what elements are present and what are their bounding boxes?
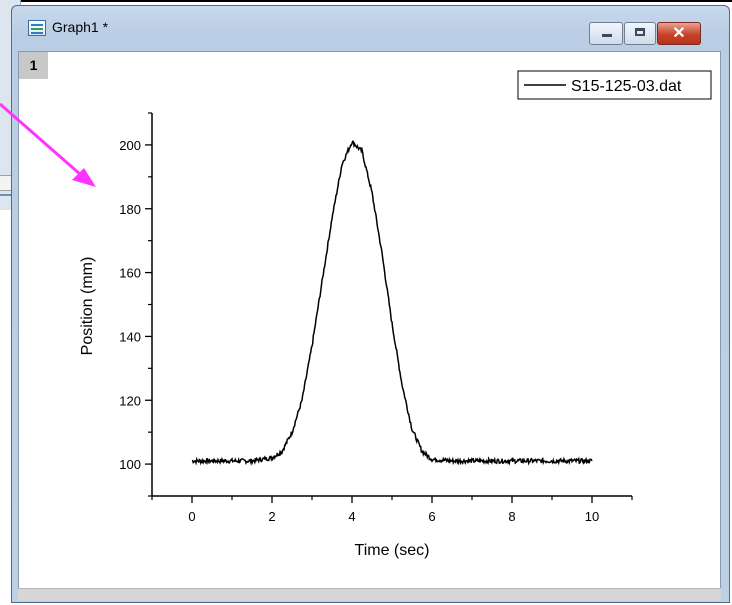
window-title: Graph1 * [52, 19, 109, 35]
axes [151, 113, 632, 497]
x-tick-label: 6 [428, 509, 435, 524]
series-line [191, 140, 593, 466]
y-tick-label: 100 [119, 457, 141, 472]
close-icon: ✕ [672, 25, 686, 42]
minimize-icon [602, 34, 612, 37]
y-tick-label: 140 [119, 329, 141, 344]
legend-series-name: S15-125-03.dat [571, 78, 682, 95]
x-tick-label: 2 [268, 509, 275, 524]
x-tick-label: 8 [508, 509, 515, 524]
background-window-edge [0, 0, 732, 2]
y-tick-label: 160 [119, 266, 141, 281]
y-tick-label: 200 [119, 138, 141, 153]
minimize-button[interactable] [589, 22, 623, 45]
background-divider [0, 194, 20, 196]
y-tick-label: 180 [119, 202, 141, 217]
layer-number-badge[interactable]: 1 [19, 52, 48, 79]
legend[interactable]: S15-125-03.dat [517, 70, 712, 100]
ticks: 0 2 4 6 8 10 100 120 140 160 180 200 [119, 112, 633, 524]
maximize-icon [635, 28, 645, 36]
x-tick-label: 4 [348, 509, 355, 524]
close-button[interactable]: ✕ [657, 22, 701, 45]
x-tick-label: 10 [585, 509, 599, 524]
titlebar[interactable]: Graph1 * ✕ [12, 6, 729, 46]
y-axis-label: Position (mm) [79, 257, 96, 356]
horizontal-scrollbar[interactable] [18, 588, 721, 601]
x-tick-label: 0 [188, 509, 195, 524]
y-tick-label: 120 [119, 393, 141, 408]
graph-window-icon[interactable] [28, 20, 46, 36]
x-axis-label: Time (sec) [355, 542, 430, 559]
graph-window[interactable]: Graph1 * ✕ 1 [11, 5, 730, 603]
maximize-button[interactable] [624, 22, 656, 45]
graph-page[interactable]: 1 [18, 51, 721, 596]
